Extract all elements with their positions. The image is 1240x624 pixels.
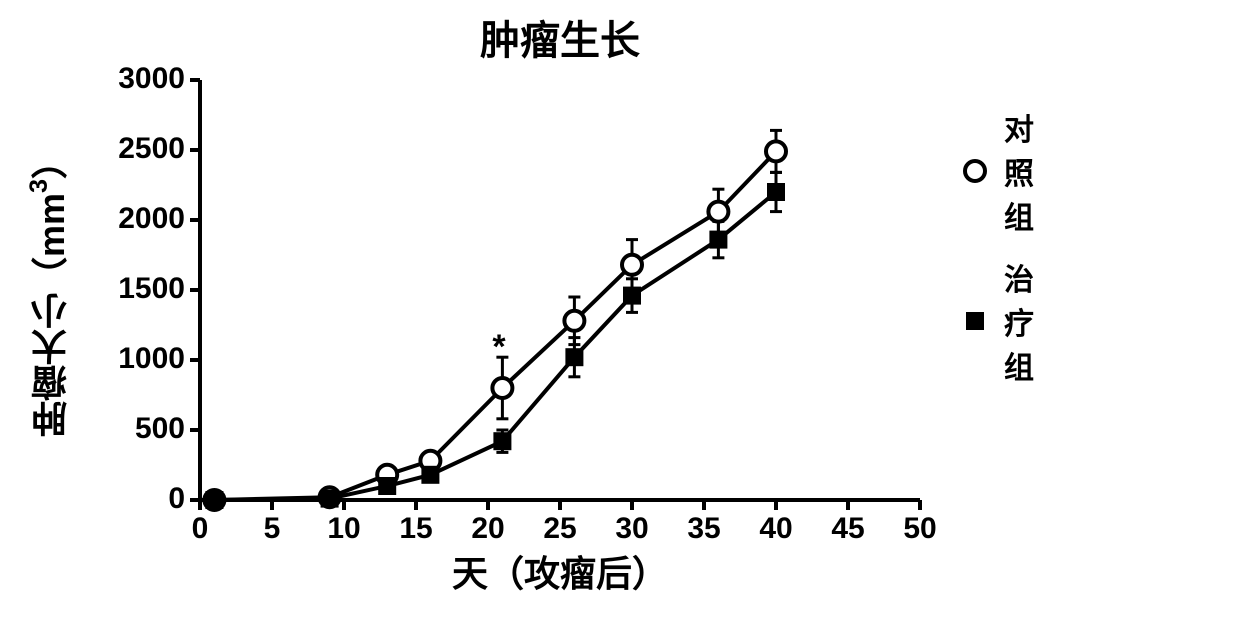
y-tick-label: 0 — [100, 482, 185, 516]
x-tick-label: 10 — [314, 512, 374, 546]
y-tick-label: 1000 — [100, 342, 185, 376]
x-tick-label: 15 — [386, 512, 446, 546]
y-tick-label: 3000 — [100, 62, 185, 96]
x-tick-label: 0 — [170, 512, 230, 546]
x-tick-label: 35 — [674, 512, 734, 546]
y-tick-label: 2000 — [100, 202, 185, 236]
legend: 对照组治疗组 — [960, 105, 1034, 405]
marker-filled-square — [378, 477, 396, 495]
legend-item: 治疗组 — [960, 255, 1034, 387]
marker-filled-square — [709, 231, 727, 249]
marker-filled-square — [493, 432, 511, 450]
marker-open-circle — [708, 202, 728, 222]
legend-marker-filled-square — [960, 306, 990, 336]
y-tick-label: 1500 — [100, 272, 185, 306]
marker-filled-square — [205, 491, 223, 509]
significance-marker: * — [492, 328, 505, 367]
marker-filled-square — [623, 287, 641, 305]
marker-open-circle — [766, 141, 786, 161]
y-axis-unit: （mm3） — [31, 143, 72, 293]
marker-filled-square — [421, 466, 439, 484]
x-tick-label: 40 — [746, 512, 806, 546]
x-tick-label: 30 — [602, 512, 662, 546]
marker-filled-square — [565, 348, 583, 366]
x-axis-label: 天（攻瘤后） — [200, 545, 920, 597]
marker-open-circle — [622, 255, 642, 275]
x-tick-label: 25 — [530, 512, 590, 546]
x-tick-label: 20 — [458, 512, 518, 546]
legend-label: 治疗组 — [1004, 255, 1034, 387]
marker-open-circle — [564, 311, 584, 331]
legend-marker-open-circle — [960, 156, 990, 186]
marker-open-circle — [492, 378, 512, 398]
y-axis-label-text: 肿瘤大小 — [31, 293, 72, 437]
y-tick-label: 2500 — [100, 132, 185, 166]
x-tick-label: 5 — [242, 512, 302, 546]
marker-filled-square — [767, 183, 785, 201]
chart-title: 肿瘤生长 — [350, 8, 770, 66]
legend-item: 对照组 — [960, 105, 1034, 237]
x-tick-label: 45 — [818, 512, 878, 546]
y-axis-label: 肿瘤大小（mm3） — [25, 90, 78, 490]
y-tick-label: 500 — [100, 412, 185, 446]
x-tick-label: 50 — [890, 512, 950, 546]
marker-filled-square — [321, 490, 339, 508]
legend-label: 对照组 — [1004, 105, 1034, 237]
plot-area — [200, 80, 920, 500]
